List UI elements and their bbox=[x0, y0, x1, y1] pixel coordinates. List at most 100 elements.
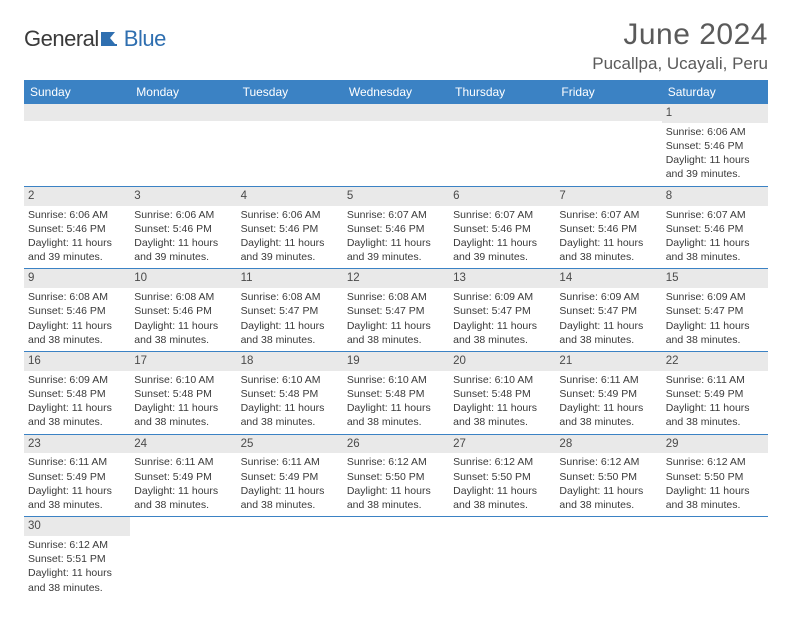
day-details: Sunrise: 6:06 AMSunset: 5:46 PMDaylight:… bbox=[237, 206, 343, 269]
day-number: 9 bbox=[24, 269, 130, 288]
day-number: 15 bbox=[662, 269, 768, 288]
day-number: 26 bbox=[343, 435, 449, 454]
daylight-text: Daylight: 11 hours and 39 minutes. bbox=[134, 236, 232, 264]
brand-logo: GeneralBlue bbox=[24, 26, 166, 52]
calendar-page: GeneralBlue June 2024 Pucallpa, Ucayali,… bbox=[0, 0, 792, 617]
sunrise-text: Sunrise: 6:10 AM bbox=[453, 373, 551, 387]
day-number: 19 bbox=[343, 352, 449, 371]
day-details: Sunrise: 6:08 AMSunset: 5:47 PMDaylight:… bbox=[237, 288, 343, 351]
day-details: Sunrise: 6:06 AMSunset: 5:46 PMDaylight:… bbox=[130, 206, 236, 269]
day-cell bbox=[662, 517, 768, 599]
daylight-text: Daylight: 11 hours and 38 minutes. bbox=[241, 401, 339, 429]
daylight-text: Daylight: 11 hours and 38 minutes. bbox=[134, 319, 232, 347]
weekday-header: Saturday bbox=[662, 80, 768, 104]
sunset-text: Sunset: 5:46 PM bbox=[134, 304, 232, 318]
sunset-text: Sunset: 5:46 PM bbox=[453, 222, 551, 236]
daylight-text: Daylight: 11 hours and 38 minutes. bbox=[347, 484, 445, 512]
day-cell: 8Sunrise: 6:07 AMSunset: 5:46 PMDaylight… bbox=[662, 187, 768, 269]
day-number: 6 bbox=[449, 187, 555, 206]
daylight-text: Daylight: 11 hours and 38 minutes. bbox=[241, 484, 339, 512]
brand-part1: General bbox=[24, 26, 99, 52]
day-number: 20 bbox=[449, 352, 555, 371]
sunrise-text: Sunrise: 6:10 AM bbox=[241, 373, 339, 387]
sunset-text: Sunset: 5:48 PM bbox=[134, 387, 232, 401]
weeks-container: 1Sunrise: 6:06 AMSunset: 5:46 PMDaylight… bbox=[24, 104, 768, 599]
daylight-text: Daylight: 11 hours and 38 minutes. bbox=[453, 401, 551, 429]
day-details: Sunrise: 6:11 AMSunset: 5:49 PMDaylight:… bbox=[662, 371, 768, 434]
day-number: 17 bbox=[130, 352, 236, 371]
day-number: 5 bbox=[343, 187, 449, 206]
week-row: 2Sunrise: 6:06 AMSunset: 5:46 PMDaylight… bbox=[24, 187, 768, 270]
day-details: Sunrise: 6:12 AMSunset: 5:50 PMDaylight:… bbox=[555, 453, 661, 516]
day-number: 21 bbox=[555, 352, 661, 371]
day-cell: 25Sunrise: 6:11 AMSunset: 5:49 PMDayligh… bbox=[237, 435, 343, 517]
daylight-text: Daylight: 11 hours and 39 minutes. bbox=[347, 236, 445, 264]
sunrise-text: Sunrise: 6:12 AM bbox=[559, 455, 657, 469]
sunset-text: Sunset: 5:48 PM bbox=[347, 387, 445, 401]
daylight-text: Daylight: 11 hours and 38 minutes. bbox=[347, 401, 445, 429]
day-number: 13 bbox=[449, 269, 555, 288]
sunrise-text: Sunrise: 6:07 AM bbox=[666, 208, 764, 222]
empty-day-bar bbox=[449, 104, 555, 121]
sunrise-text: Sunrise: 6:12 AM bbox=[347, 455, 445, 469]
daylight-text: Daylight: 11 hours and 38 minutes. bbox=[666, 236, 764, 264]
day-details: Sunrise: 6:10 AMSunset: 5:48 PMDaylight:… bbox=[237, 371, 343, 434]
empty-day-bar bbox=[130, 104, 236, 121]
sunset-text: Sunset: 5:47 PM bbox=[453, 304, 551, 318]
day-number: 29 bbox=[662, 435, 768, 454]
day-cell: 28Sunrise: 6:12 AMSunset: 5:50 PMDayligh… bbox=[555, 435, 661, 517]
day-details: Sunrise: 6:10 AMSunset: 5:48 PMDaylight:… bbox=[130, 371, 236, 434]
flag-icon bbox=[101, 26, 123, 52]
sunset-text: Sunset: 5:48 PM bbox=[28, 387, 126, 401]
day-details: Sunrise: 6:09 AMSunset: 5:47 PMDaylight:… bbox=[449, 288, 555, 351]
weekday-header: Wednesday bbox=[343, 80, 449, 104]
day-cell: 12Sunrise: 6:08 AMSunset: 5:47 PMDayligh… bbox=[343, 269, 449, 351]
daylight-text: Daylight: 11 hours and 38 minutes. bbox=[453, 319, 551, 347]
sunset-text: Sunset: 5:46 PM bbox=[666, 222, 764, 236]
daylight-text: Daylight: 11 hours and 38 minutes. bbox=[559, 236, 657, 264]
sunset-text: Sunset: 5:46 PM bbox=[28, 222, 126, 236]
day-details: Sunrise: 6:06 AMSunset: 5:46 PMDaylight:… bbox=[24, 206, 130, 269]
daylight-text: Daylight: 11 hours and 38 minutes. bbox=[559, 319, 657, 347]
sunrise-text: Sunrise: 6:08 AM bbox=[134, 290, 232, 304]
sunset-text: Sunset: 5:46 PM bbox=[241, 222, 339, 236]
day-details: Sunrise: 6:12 AMSunset: 5:51 PMDaylight:… bbox=[24, 536, 130, 599]
day-cell bbox=[555, 517, 661, 599]
day-cell: 18Sunrise: 6:10 AMSunset: 5:48 PMDayligh… bbox=[237, 352, 343, 434]
sunrise-text: Sunrise: 6:06 AM bbox=[134, 208, 232, 222]
day-cell: 27Sunrise: 6:12 AMSunset: 5:50 PMDayligh… bbox=[449, 435, 555, 517]
day-details: Sunrise: 6:06 AMSunset: 5:46 PMDaylight:… bbox=[662, 123, 768, 186]
sunset-text: Sunset: 5:46 PM bbox=[28, 304, 126, 318]
day-number: 2 bbox=[24, 187, 130, 206]
day-cell: 30Sunrise: 6:12 AMSunset: 5:51 PMDayligh… bbox=[24, 517, 130, 599]
sunrise-text: Sunrise: 6:11 AM bbox=[559, 373, 657, 387]
day-number: 10 bbox=[130, 269, 236, 288]
day-number: 11 bbox=[237, 269, 343, 288]
daylight-text: Daylight: 11 hours and 38 minutes. bbox=[28, 401, 126, 429]
week-row: 30Sunrise: 6:12 AMSunset: 5:51 PMDayligh… bbox=[24, 517, 768, 599]
daylight-text: Daylight: 11 hours and 38 minutes. bbox=[28, 566, 126, 594]
day-cell: 1Sunrise: 6:06 AMSunset: 5:46 PMDaylight… bbox=[662, 104, 768, 186]
sunrise-text: Sunrise: 6:12 AM bbox=[666, 455, 764, 469]
week-row: 9Sunrise: 6:08 AMSunset: 5:46 PMDaylight… bbox=[24, 269, 768, 352]
sunset-text: Sunset: 5:49 PM bbox=[559, 387, 657, 401]
day-number: 16 bbox=[24, 352, 130, 371]
sunset-text: Sunset: 5:47 PM bbox=[559, 304, 657, 318]
day-cell bbox=[449, 517, 555, 599]
day-cell: 14Sunrise: 6:09 AMSunset: 5:47 PMDayligh… bbox=[555, 269, 661, 351]
day-cell: 11Sunrise: 6:08 AMSunset: 5:47 PMDayligh… bbox=[237, 269, 343, 351]
sunset-text: Sunset: 5:49 PM bbox=[28, 470, 126, 484]
daylight-text: Daylight: 11 hours and 39 minutes. bbox=[453, 236, 551, 264]
day-number: 27 bbox=[449, 435, 555, 454]
day-details: Sunrise: 6:08 AMSunset: 5:47 PMDaylight:… bbox=[343, 288, 449, 351]
day-cell bbox=[343, 104, 449, 186]
daylight-text: Daylight: 11 hours and 38 minutes. bbox=[241, 319, 339, 347]
empty-day-bar bbox=[343, 104, 449, 121]
daylight-text: Daylight: 11 hours and 38 minutes. bbox=[134, 484, 232, 512]
sunset-text: Sunset: 5:50 PM bbox=[347, 470, 445, 484]
day-details: Sunrise: 6:07 AMSunset: 5:46 PMDaylight:… bbox=[555, 206, 661, 269]
day-cell: 23Sunrise: 6:11 AMSunset: 5:49 PMDayligh… bbox=[24, 435, 130, 517]
day-cell: 2Sunrise: 6:06 AMSunset: 5:46 PMDaylight… bbox=[24, 187, 130, 269]
empty-day-bar bbox=[555, 104, 661, 121]
sunset-text: Sunset: 5:49 PM bbox=[241, 470, 339, 484]
